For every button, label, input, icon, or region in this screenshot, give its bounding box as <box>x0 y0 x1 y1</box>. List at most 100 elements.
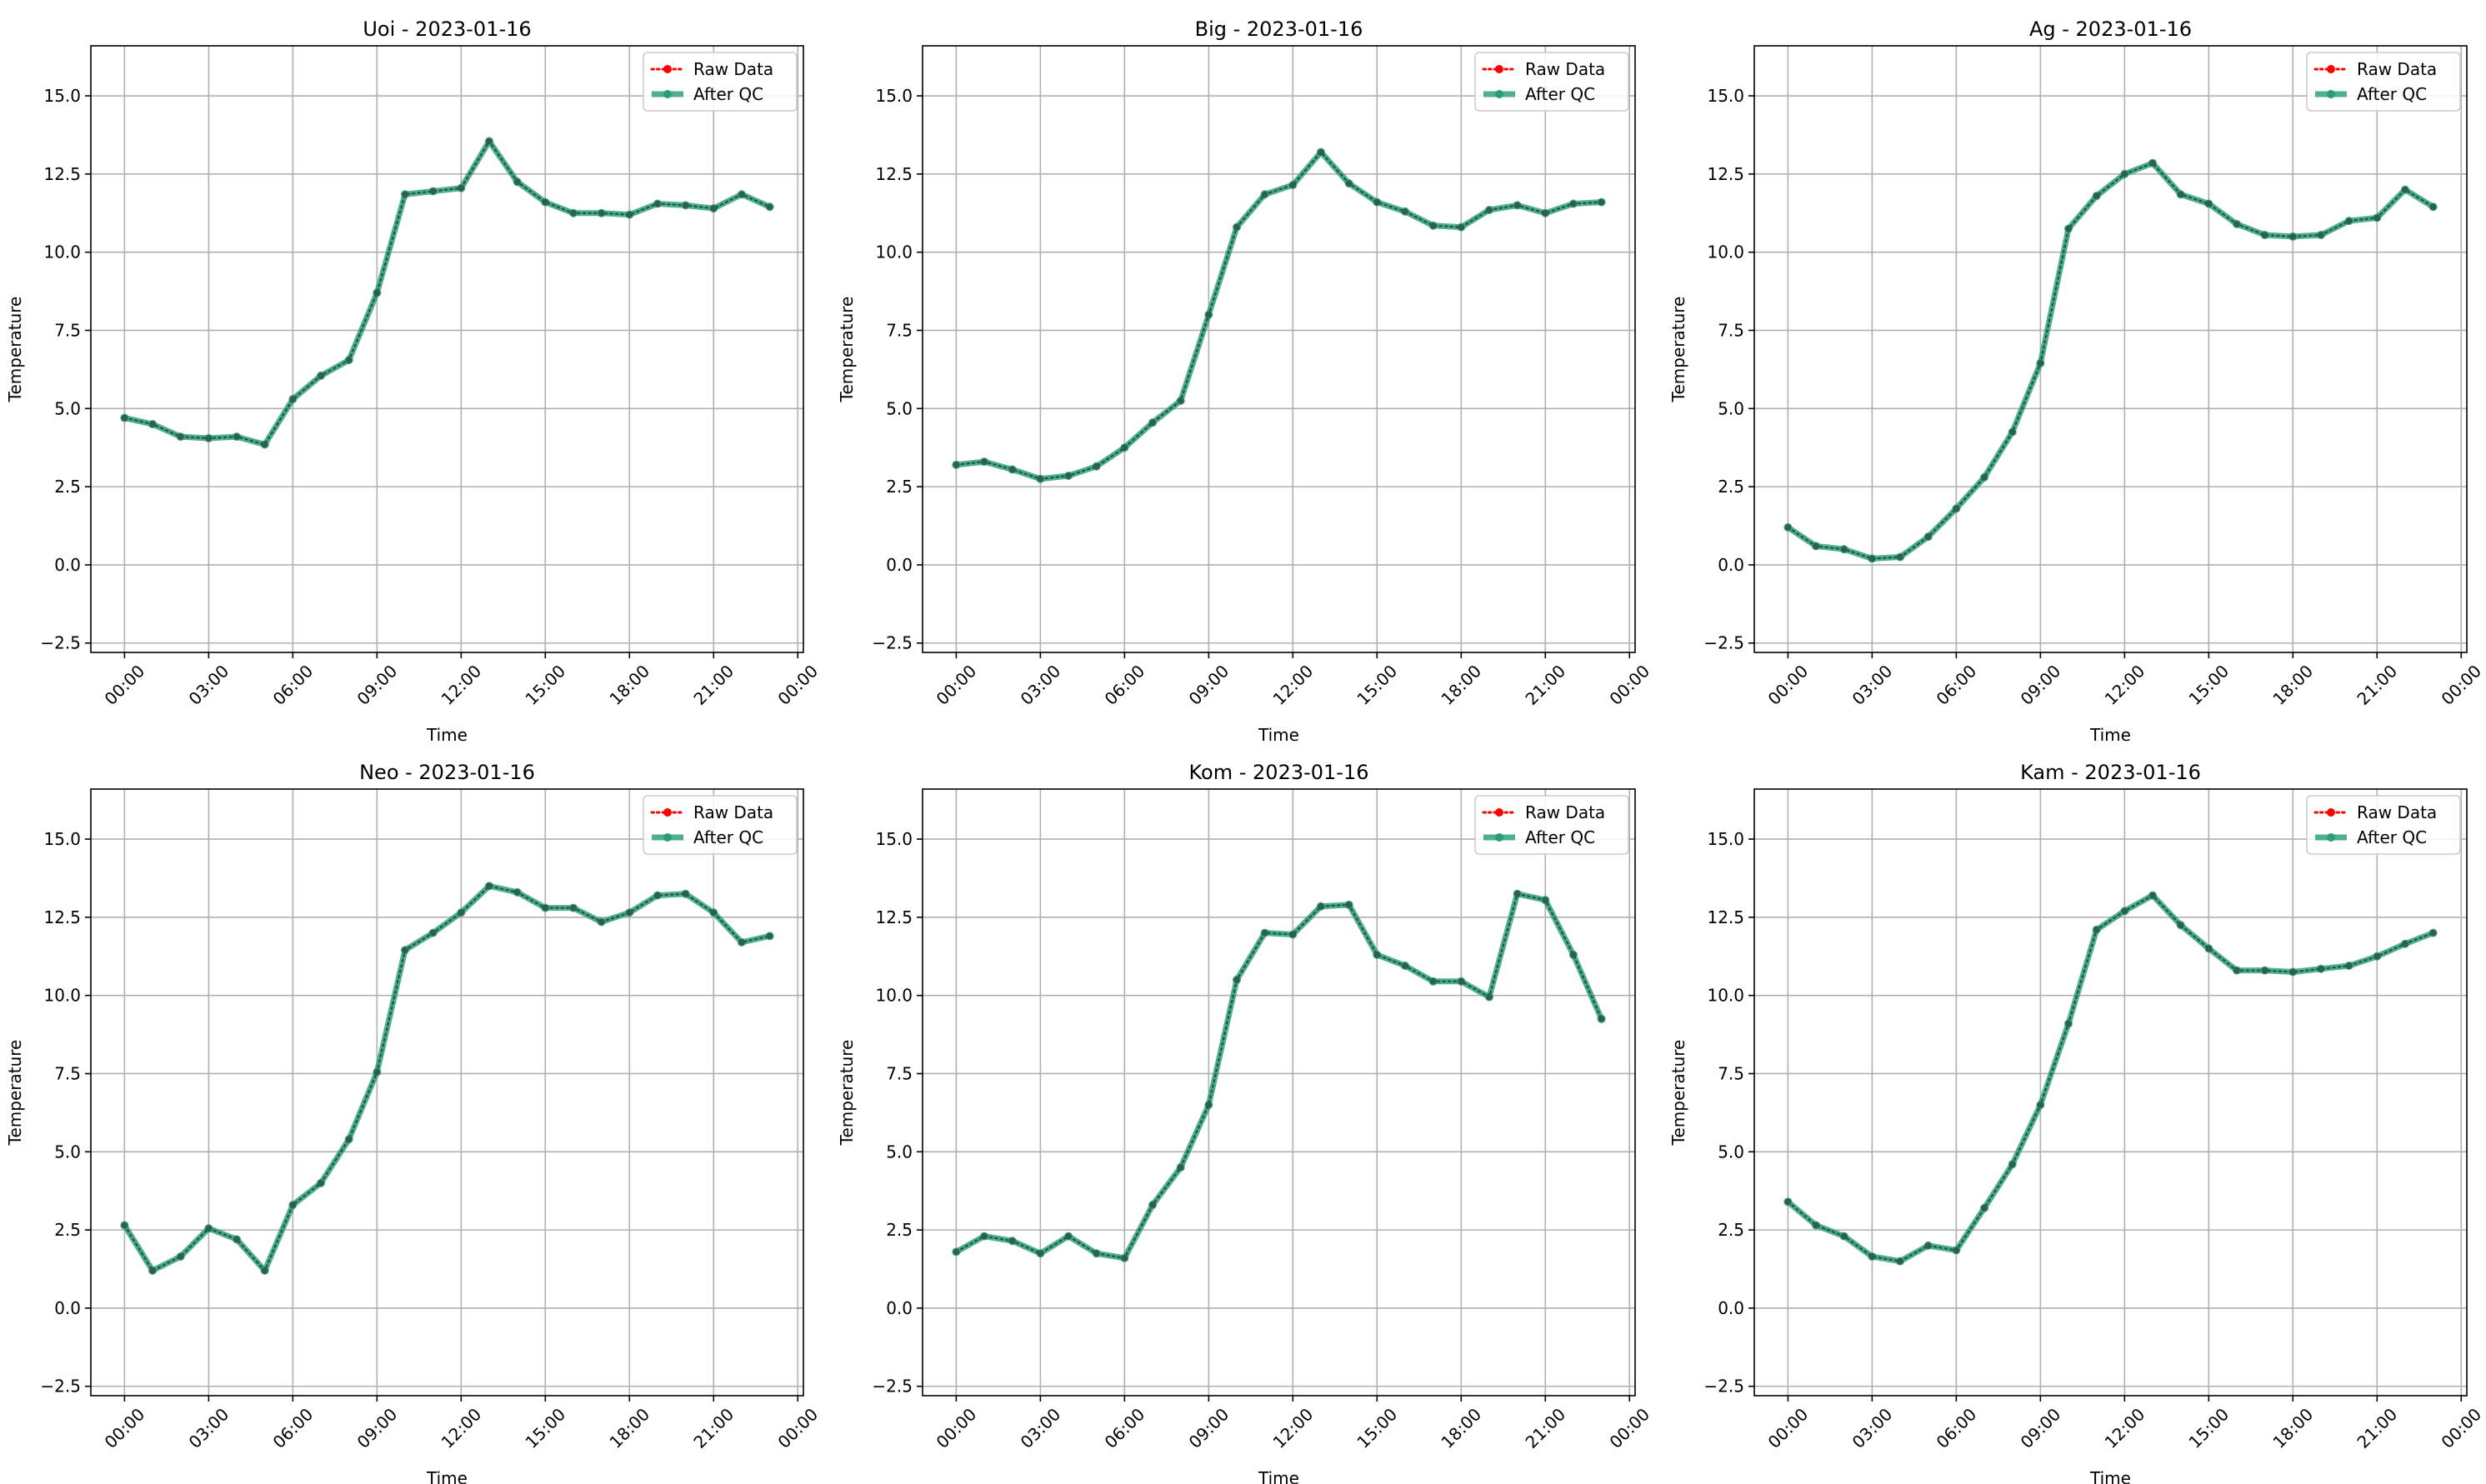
raw-data-point <box>2289 233 2297 240</box>
raw-data-point <box>2065 225 2072 232</box>
raw-data-point <box>1345 180 1353 187</box>
y-tick-label: 10.0 <box>875 242 913 262</box>
raw-data-point <box>1429 977 1437 985</box>
raw-data-point <box>981 458 988 465</box>
raw-data-point <box>345 1136 353 1143</box>
y-tick-label: 7.5 <box>54 320 81 340</box>
raw-data-point <box>402 947 408 954</box>
raw-data-point <box>1784 524 1792 531</box>
raw-data-point <box>710 909 718 917</box>
raw-data-point <box>1093 462 1100 470</box>
y-tick-label: 0.0 <box>886 555 913 575</box>
legend-marker-after-qc <box>1495 833 1503 842</box>
x-axis-label: Time <box>426 1468 468 1484</box>
y-tick-label: 12.5 <box>1707 907 1744 927</box>
y-axis-label: Temperature <box>1668 1040 1688 1147</box>
legend-marker-after-qc <box>1495 90 1503 98</box>
raw-data-point <box>953 1248 960 1256</box>
x-axis-label: Time <box>1258 725 1299 745</box>
raw-data-point <box>429 187 437 195</box>
raw-data-point <box>682 890 689 897</box>
raw-data-point <box>1868 555 1876 562</box>
x-axis-label: Time <box>1258 1468 1299 1484</box>
raw-data-point <box>513 178 521 186</box>
raw-data-point <box>486 137 493 145</box>
raw-data-point <box>1868 1253 1876 1260</box>
raw-data-point <box>2373 214 2381 222</box>
raw-data-point <box>1897 553 1903 561</box>
raw-data-point <box>598 918 605 926</box>
raw-data-point <box>1093 1250 1100 1257</box>
raw-data-point <box>1233 223 1240 231</box>
raw-data-point <box>2065 1020 2072 1027</box>
raw-data-point <box>2205 945 2213 952</box>
y-tick-label: 0.0 <box>886 1298 913 1318</box>
raw-data-point <box>1953 1247 1960 1254</box>
y-tick-label: 10.0 <box>1707 242 1744 262</box>
raw-data-point <box>1402 208 1408 215</box>
raw-data-point <box>2402 186 2408 193</box>
y-tick-label: −2.5 <box>1703 633 1744 653</box>
plot-frame <box>1753 45 2468 653</box>
y-tick-label: 12.5 <box>43 907 81 927</box>
y-tick-label: −2.5 <box>40 633 81 653</box>
raw-data-point <box>1149 1202 1156 1208</box>
chart-title: Neo - 2023-01-16 <box>359 761 535 784</box>
legend-marker-after-qc <box>663 833 672 842</box>
raw-data-point <box>1037 1250 1044 1257</box>
raw-data-point <box>1840 1232 1848 1240</box>
raw-data-point <box>1598 1016 1605 1022</box>
raw-data-point <box>2008 428 2016 436</box>
y-tick-label: 0.0 <box>1718 1298 1744 1318</box>
raw-data-point <box>2318 232 2324 238</box>
y-axis-label: Temperature <box>5 1040 25 1147</box>
legend: Raw Data After QC <box>2306 52 2461 112</box>
legend-label-after-qc: After QC <box>1525 827 1595 847</box>
raw-data-point <box>738 939 745 946</box>
raw-data-point <box>2233 967 2240 974</box>
series-line-raw-data <box>123 139 771 446</box>
raw-data-point <box>2093 927 2100 933</box>
raw-data-point <box>626 909 633 917</box>
legend-marker-raw-data <box>2327 65 2335 73</box>
raw-data-point <box>458 909 465 917</box>
raw-data-point <box>233 433 240 440</box>
y-tick-label: 2.5 <box>54 477 81 497</box>
raw-data-point <box>2149 892 2156 899</box>
raw-data-point <box>318 372 324 379</box>
raw-data-point <box>1542 209 1549 217</box>
y-axis-label: Temperature <box>837 297 857 403</box>
y-tick-label: 15.0 <box>43 829 81 849</box>
raw-data-point <box>1261 929 1268 937</box>
raw-data-point <box>1953 505 1960 512</box>
y-tick-label: −2.5 <box>872 633 913 653</box>
raw-data-point <box>289 396 297 402</box>
series-line-raw-data <box>123 885 771 1273</box>
raw-data-point <box>542 904 549 912</box>
raw-data-point <box>1205 1102 1213 1108</box>
raw-data-point <box>2177 191 2184 198</box>
raw-data-point <box>1924 533 1932 540</box>
legend-label-raw-data: Raw Data <box>2357 802 2437 822</box>
raw-data-point <box>373 1068 381 1076</box>
raw-data-point <box>2289 968 2297 976</box>
raw-data-point <box>2121 171 2128 177</box>
plot-frame <box>90 788 804 1397</box>
raw-data-point <box>1121 1255 1128 1262</box>
chart-title: Uoi - 2023-01-16 <box>363 17 531 41</box>
raw-data-point <box>1458 977 1465 985</box>
chart-title: Big - 2023-01-16 <box>1195 17 1363 41</box>
raw-data-point <box>318 1180 324 1187</box>
raw-data-point <box>2149 159 2156 167</box>
y-tick-label: 2.5 <box>54 1220 81 1240</box>
legend-marker-raw-data <box>1495 808 1503 817</box>
raw-data-point <box>570 209 577 217</box>
y-tick-label: 5.0 <box>886 1142 913 1162</box>
y-tick-label: 12.5 <box>1707 164 1744 184</box>
y-tick-label: 5.0 <box>886 398 913 418</box>
y-axis-label: Temperature <box>5 297 25 403</box>
raw-data-point <box>766 932 773 940</box>
y-tick-label: −2.5 <box>872 1377 913 1397</box>
raw-data-point <box>1289 182 1297 188</box>
